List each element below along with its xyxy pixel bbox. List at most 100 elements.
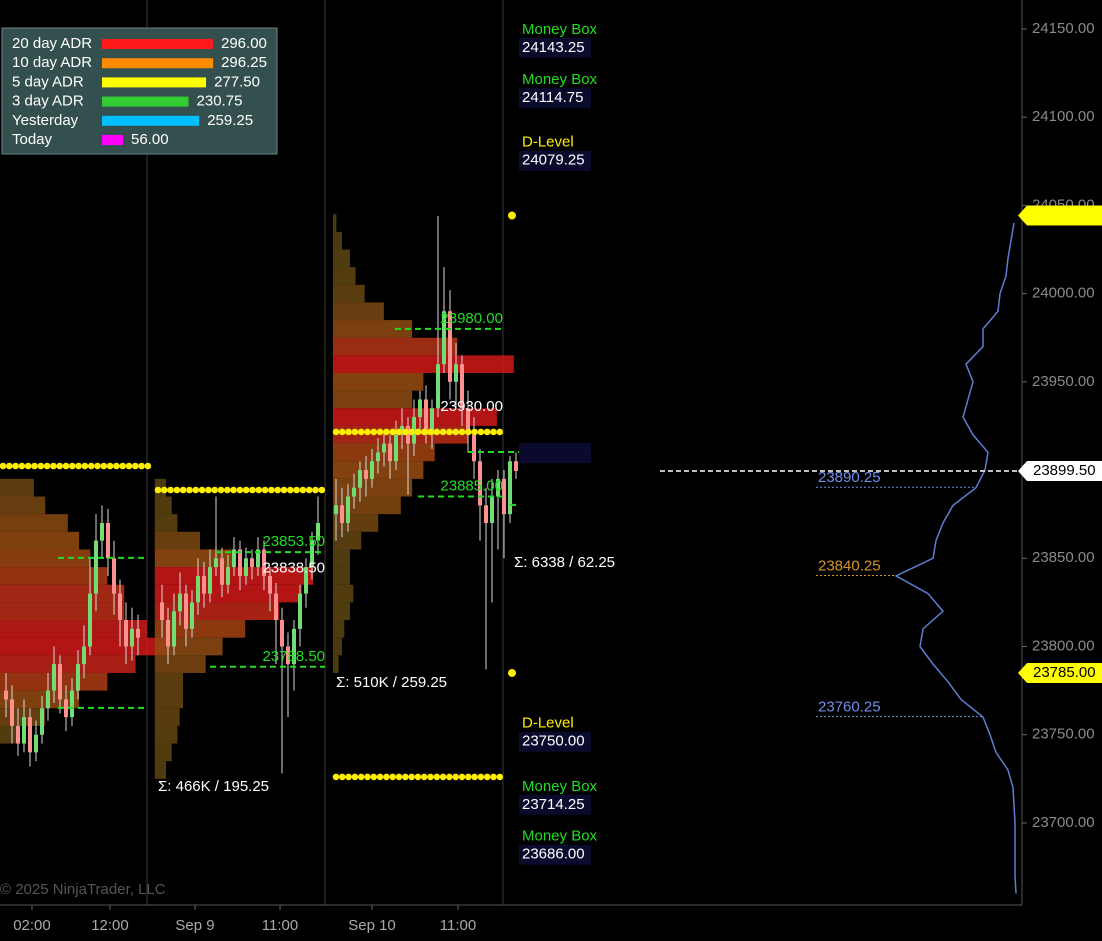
level-dot	[160, 486, 168, 494]
annotation-title: Money Box	[522, 21, 598, 38]
volume-profile-bar	[154, 637, 223, 656]
y-tick-label: 24100.00	[1032, 108, 1095, 125]
level-dot	[496, 428, 504, 436]
volume-profile-bar	[333, 337, 458, 356]
level-dot	[383, 773, 390, 781]
adr-bar	[102, 115, 200, 126]
level-dot	[439, 428, 447, 436]
poc-label: 23930.00	[440, 398, 503, 415]
candle-body	[22, 717, 27, 744]
x-tick-label: Sep 9	[175, 917, 214, 934]
level-dot	[125, 462, 133, 470]
level-dot	[318, 486, 326, 494]
candle-body	[232, 549, 237, 568]
volume-profile-bar	[154, 690, 184, 709]
volume-profile-bar	[154, 743, 172, 762]
level-dot	[439, 773, 447, 781]
volume-profile-bar	[0, 496, 46, 515]
volume-profile-bar	[154, 708, 180, 726]
adr-value: 296.00	[221, 35, 267, 52]
level-dot	[286, 486, 294, 494]
level-dot	[94, 462, 101, 470]
level-dot	[458, 773, 466, 781]
level-dot	[345, 428, 352, 436]
dotted-level	[332, 773, 504, 781]
candle-body	[100, 522, 105, 541]
level-dot	[69, 462, 76, 470]
adr-label: Yesterday	[12, 112, 79, 129]
candle-body	[286, 646, 291, 665]
candle-body	[118, 593, 123, 621]
adr-bar	[102, 135, 123, 145]
candle-body	[442, 311, 447, 365]
level-dot	[490, 773, 497, 781]
volume-profile-bar	[333, 214, 337, 232]
candle-body	[280, 620, 285, 647]
x-tick-label: 02:00	[13, 917, 51, 934]
level-dot	[236, 486, 244, 494]
volume-profile-bar	[333, 231, 343, 250]
level-dot	[280, 486, 288, 494]
volume-profile-bar	[333, 249, 350, 268]
volume-profile-bar	[154, 478, 167, 497]
dotted-level	[0, 462, 152, 470]
volume-profile-bar	[333, 620, 345, 638]
candle-body	[424, 399, 429, 435]
annotation-value: 23714.25	[522, 796, 585, 813]
level-dot	[483, 773, 491, 781]
adr-value: 259.25	[207, 112, 253, 129]
volume-profile-bar	[333, 355, 514, 374]
level-dot	[364, 773, 371, 781]
label-box	[519, 443, 592, 464]
level-dot	[446, 428, 453, 436]
level-dot	[305, 486, 313, 494]
annotation-box	[519, 731, 591, 752]
volume-profile-bar	[0, 478, 34, 497]
annotation-value: 23750.00	[522, 733, 585, 750]
x-tick-label: 12:00	[91, 917, 129, 934]
candle-body	[508, 461, 513, 515]
session-stats: Σ: 6338 / 62.25	[514, 554, 615, 571]
level-dot	[100, 462, 108, 470]
level-dot	[402, 428, 409, 436]
level-label: 23788.50	[262, 648, 325, 665]
candle-body	[316, 522, 321, 541]
level-dot	[179, 486, 187, 494]
volume-profile-bar	[0, 549, 91, 568]
volume-profile-bar	[333, 284, 365, 303]
adr-value: 277.50	[214, 73, 260, 90]
level-dot	[402, 773, 409, 781]
candle-body	[244, 558, 249, 576]
candle-body	[304, 567, 309, 594]
level-dot	[293, 486, 300, 494]
session-stats: Σ: 510K / 259.25	[336, 674, 447, 691]
level-dot	[192, 486, 200, 494]
volume-profile-bar	[333, 514, 379, 532]
level-dot	[62, 462, 70, 470]
volume-profile-bar	[0, 655, 136, 673]
level-dot	[351, 773, 359, 781]
dotted-level	[332, 428, 504, 436]
candle-body	[220, 558, 225, 585]
candle-body	[76, 664, 81, 691]
price-tag	[1018, 662, 1102, 683]
x-tick-label: 11:00	[262, 917, 298, 934]
candle-body	[166, 620, 171, 647]
volume-profile-bar	[333, 320, 413, 338]
level-dot	[477, 773, 485, 781]
candle-body	[352, 487, 357, 497]
candle-body	[40, 708, 45, 735]
adr-value: 56.00	[131, 131, 169, 148]
candle-body	[106, 522, 111, 559]
volume-profile-bar	[154, 655, 206, 673]
level-dot	[433, 428, 441, 436]
x-tick-label: Sep 10	[348, 917, 396, 934]
volume-profile-bar	[154, 531, 201, 550]
adr-label: 5 day ADR	[12, 73, 84, 90]
candle-body	[202, 575, 207, 594]
annotation-value: 23686.00	[522, 846, 585, 863]
candle-body	[214, 558, 219, 568]
level-dot	[376, 773, 384, 781]
adr-bar	[102, 96, 189, 107]
level-dot	[249, 486, 256, 494]
